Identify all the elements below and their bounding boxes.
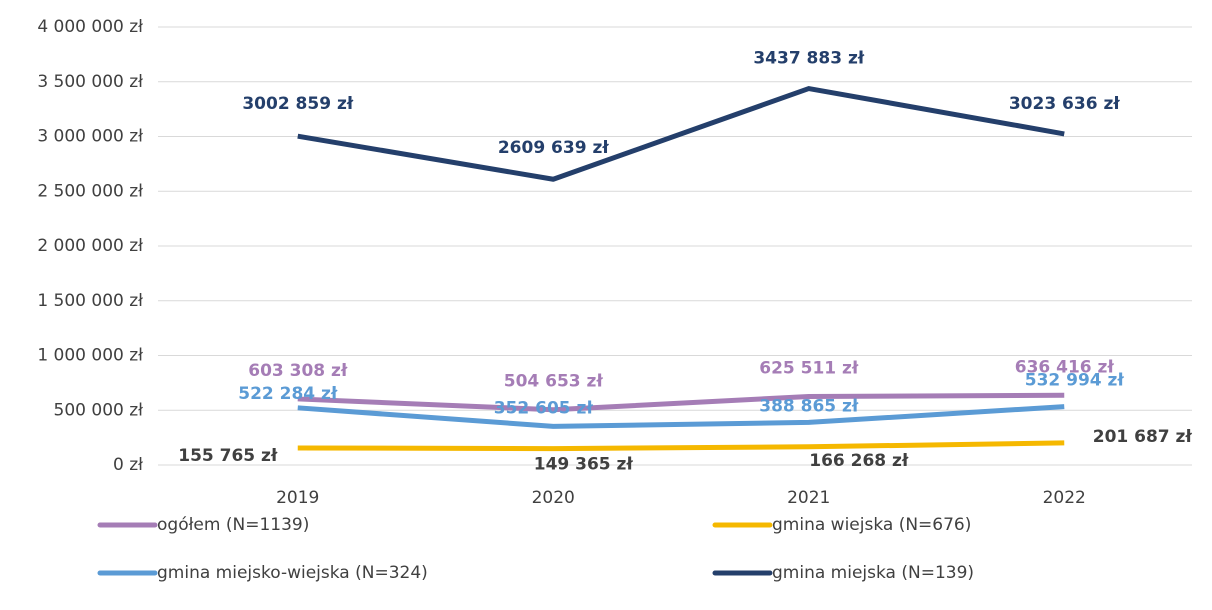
data-label: 636 416 zł [1015, 357, 1115, 377]
data-label: 532 994 zł [1025, 371, 1125, 391]
data-label: 201 687 zł [1093, 427, 1193, 447]
y-tick-label: 1 000 000 zł [37, 346, 143, 366]
y-tick-label: 2 500 000 zł [37, 181, 143, 201]
y-tick-label: 0 zł [113, 455, 143, 475]
data-label: 603 308 zł [248, 361, 348, 381]
data-label: 504 653 zł [504, 372, 604, 392]
legend-label: ogółem (N=1139) [157, 515, 309, 535]
y-tick-label: 4 000 000 zł [37, 17, 143, 37]
data-label: 3023 636 zł [1009, 94, 1121, 114]
y-tick-label: 500 000 zł [54, 400, 144, 420]
x-tick-label: 2022 [1043, 488, 1086, 508]
series-line [297, 392, 1065, 413]
series-line [297, 86, 1065, 182]
data-label: 149 365 zł [534, 455, 634, 475]
data-label: 155 765 zł [178, 446, 278, 466]
data-label: 166 268 zł [809, 451, 909, 471]
data-label: 3437 883 zł [753, 49, 865, 69]
data-label: 352 605 zł [494, 398, 594, 418]
y-tick-label: 2 000 000 zł [37, 236, 143, 256]
y-tick-label: 3 000 000 zł [37, 127, 143, 147]
series-line [297, 404, 1065, 429]
series-line [297, 440, 1065, 452]
data-label: 2609 639 zł [498, 138, 610, 158]
data-label: 522 284 zł [238, 384, 338, 404]
legend-label: gmina miejska (N=139) [772, 563, 974, 583]
x-tick-label: 2019 [276, 488, 319, 508]
x-tick-label: 2020 [532, 488, 575, 508]
y-tick-label: 3 500 000 zł [37, 72, 143, 92]
data-label: 3002 859 zł [242, 94, 354, 114]
data-label: 625 511 zł [759, 359, 859, 379]
data-label: 388 865 zł [759, 396, 859, 416]
legend-label: gmina wiejska (N=676) [772, 515, 971, 535]
legend-label: gmina miejsko-wiejska (N=324) [157, 563, 428, 583]
x-tick-label: 2021 [787, 488, 830, 508]
y-tick-label: 1 500 000 zł [37, 291, 143, 311]
